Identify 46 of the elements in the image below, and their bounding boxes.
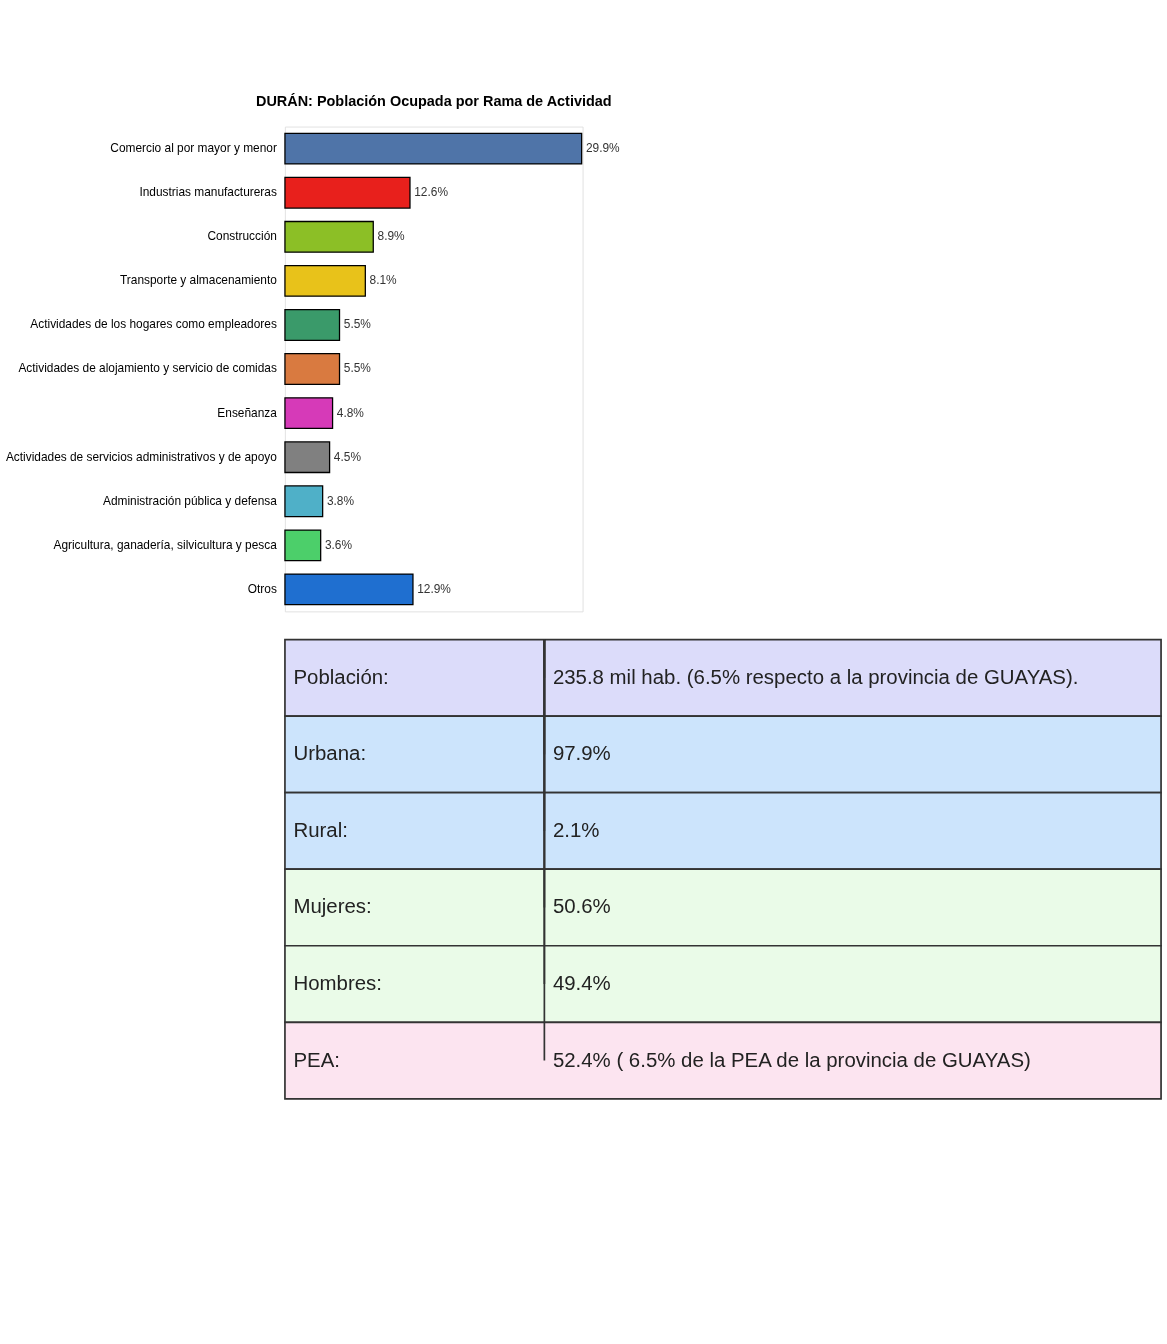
bar bbox=[284, 529, 322, 562]
data-label: 5.5% bbox=[343, 361, 372, 376]
data-label: 3.8% bbox=[326, 493, 355, 508]
y-tick-label: Actividades de servicios administrativos y de apoyo bbox=[5, 449, 278, 464]
data-label: 4.5% bbox=[333, 449, 362, 464]
text: 50.6% bbox=[552, 895, 611, 918]
text: 2.1% bbox=[552, 818, 600, 841]
y-tick-label: Industrias manufactureras bbox=[139, 185, 277, 200]
chart-title: DURÁN: Población Ocupada por Rama de Actividad bbox=[255, 93, 612, 110]
text: Hombres: bbox=[293, 971, 382, 994]
y-tick-label: Administración pública y defensa bbox=[103, 493, 278, 508]
text: 52.4% ( 6.5% de la PEA de la provincia de GUAYAS) bbox=[552, 1048, 1031, 1071]
y-tick-label: Actividades de los hogares como empleadores bbox=[30, 317, 277, 332]
bar bbox=[284, 309, 341, 341]
data-label: 3.6% bbox=[324, 537, 353, 552]
y-tick-label: Agricultura, ganadería, silvicultura y pesca bbox=[53, 537, 278, 552]
text: Rural: bbox=[293, 818, 348, 841]
bar bbox=[284, 485, 324, 518]
y-tick-label: Enseñanza bbox=[217, 405, 278, 420]
data-label: 29.9% bbox=[585, 141, 621, 156]
y-tick-label: Transporte y almacenamiento bbox=[120, 273, 278, 288]
bar bbox=[284, 132, 583, 165]
text: 49.4% bbox=[552, 971, 611, 994]
bar bbox=[284, 573, 414, 606]
data-label: 8.1% bbox=[369, 273, 398, 288]
bar bbox=[284, 220, 374, 253]
y-tick-label: Actividades de alojamiento y servicio de comidas bbox=[18, 361, 277, 376]
data-label: 12.6% bbox=[414, 185, 449, 200]
bar bbox=[284, 441, 331, 474]
bar bbox=[284, 176, 411, 209]
bar bbox=[284, 264, 366, 297]
bar bbox=[284, 353, 341, 385]
text: Población: bbox=[293, 665, 389, 688]
text: PEA: bbox=[293, 1048, 340, 1071]
data-label: 12.9% bbox=[417, 581, 452, 596]
bar bbox=[284, 397, 334, 430]
text: 97.9% bbox=[552, 742, 611, 765]
y-tick-label: Construcción bbox=[207, 229, 277, 244]
y-tick-label: Otros bbox=[247, 581, 277, 596]
y-tick-label: Comercio al por mayor y menor bbox=[110, 141, 277, 156]
data-label: 8.9% bbox=[377, 229, 406, 244]
data-label: 5.5% bbox=[343, 317, 372, 332]
text: Mujeres: bbox=[293, 895, 372, 918]
text: 235.8 mil hab. (6.5% respecto a la provincia de GUAYAS). bbox=[552, 665, 1079, 688]
text: Urbana: bbox=[293, 742, 367, 765]
data-label: 4.8% bbox=[336, 405, 365, 420]
